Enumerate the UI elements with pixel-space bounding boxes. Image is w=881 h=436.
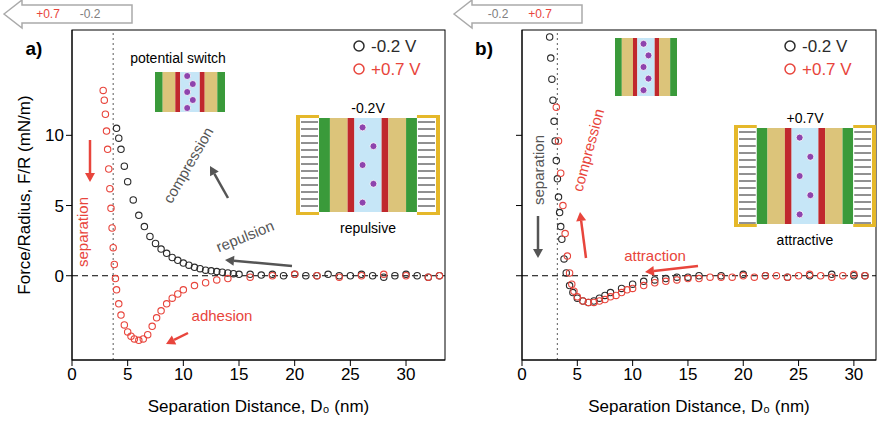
svg-text:b): b) xyxy=(475,38,493,59)
svg-text:5: 5 xyxy=(573,365,582,384)
svg-text:compression: compression xyxy=(569,107,607,194)
svg-text:30: 30 xyxy=(397,365,416,384)
svg-text:Separation Distance, D₀ (nm): Separation Distance, D₀ (nm) xyxy=(148,397,370,416)
svg-text:-0.2: -0.2 xyxy=(488,7,509,21)
svg-text:15: 15 xyxy=(678,365,697,384)
svg-text:10: 10 xyxy=(45,126,64,145)
svg-text:+0.7 V: +0.7 V xyxy=(802,60,852,79)
svg-text:25: 25 xyxy=(341,365,360,384)
svg-text:25: 25 xyxy=(789,365,808,384)
svg-text:15: 15 xyxy=(230,365,249,384)
svg-text:10: 10 xyxy=(174,365,193,384)
svg-text:20: 20 xyxy=(285,365,304,384)
svg-text:a): a) xyxy=(26,38,43,59)
svg-text:5: 5 xyxy=(55,197,64,216)
svg-text:compression: compression xyxy=(159,124,216,206)
svg-text:repulsion: repulsion xyxy=(214,217,277,256)
svg-text:+0.7: +0.7 xyxy=(36,7,60,21)
svg-text:10: 10 xyxy=(623,365,642,384)
svg-text:+0.7 V: +0.7 V xyxy=(371,60,421,79)
svg-text:Force/Radius, F/R (mN/m): Force/Radius, F/R (mN/m) xyxy=(15,95,34,294)
svg-text:5: 5 xyxy=(123,365,132,384)
svg-text:0: 0 xyxy=(67,365,76,384)
svg-text:attractive: attractive xyxy=(777,232,834,248)
svg-text:repulsive: repulsive xyxy=(340,220,396,236)
svg-text:Separation Distance, D₀ (nm): Separation Distance, D₀ (nm) xyxy=(588,397,810,416)
svg-text:-0.2: -0.2 xyxy=(80,7,101,21)
svg-text:-0.2 V: -0.2 V xyxy=(802,37,848,56)
svg-text:20: 20 xyxy=(734,365,753,384)
svg-text:potential switch: potential switch xyxy=(130,50,226,66)
svg-text:0: 0 xyxy=(55,267,64,286)
svg-text:30: 30 xyxy=(844,365,863,384)
svg-text:-0.2V: -0.2V xyxy=(351,100,385,116)
svg-text:separation: separation xyxy=(74,197,91,267)
svg-text:attraction: attraction xyxy=(624,247,686,264)
svg-text:+0.7: +0.7 xyxy=(528,7,552,21)
svg-text:0: 0 xyxy=(517,365,526,384)
svg-text:+0.7V: +0.7V xyxy=(787,110,825,126)
svg-text:-0.2 V: -0.2 V xyxy=(371,37,417,56)
svg-text:separation: separation xyxy=(530,135,547,205)
svg-text:adhesion: adhesion xyxy=(192,307,253,324)
